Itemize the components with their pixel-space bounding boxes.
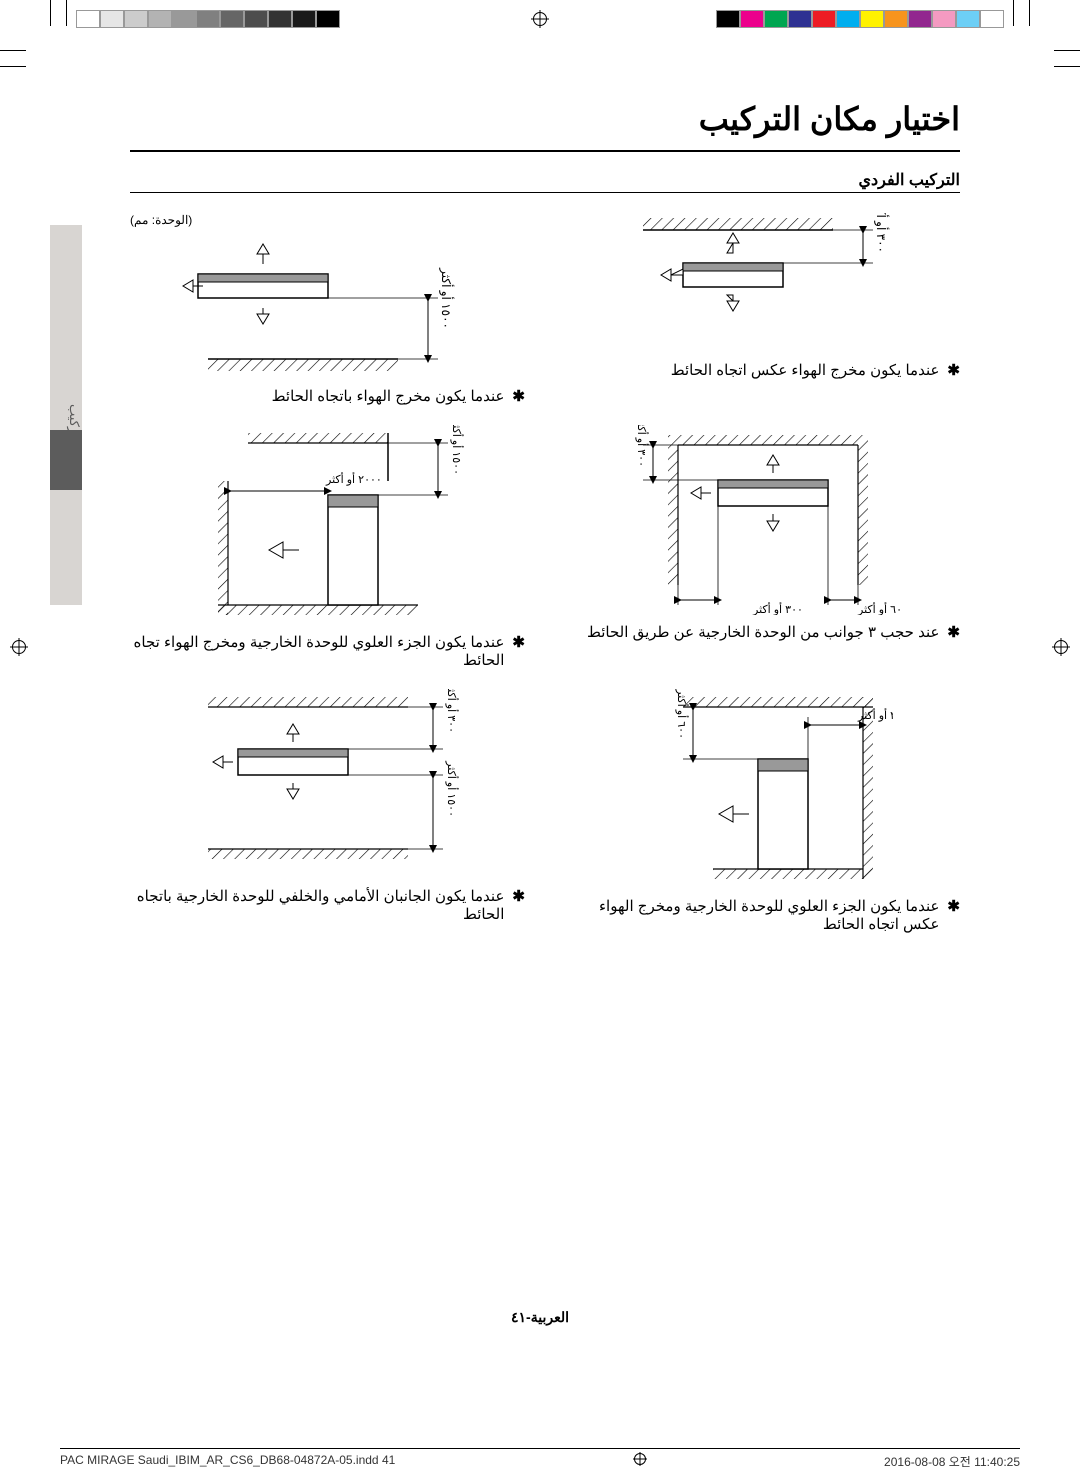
svg-text:٣٠٠ أو أكثر: ٣٠٠ أو أكثر (874, 213, 889, 253)
footer-file: PAC MIRAGE Saudi_IBIM_AR_CS6_DB68-04872A… (60, 1453, 395, 1470)
diagram-caption: ✱ عند حجب ٣ جوانب من الوحدة الخارجية عن … (565, 623, 960, 641)
color-bar (716, 10, 1004, 28)
side-tab: 06 التركيب (50, 225, 82, 605)
registration-mark-icon (634, 1453, 646, 1465)
page-number: العربية-٤١ (511, 1309, 569, 1326)
caption-text: عندما يكون الجزء العلوي للوحدة الخارجية … (130, 633, 504, 669)
svg-text:٣٠٠ أو أكثر: ٣٠٠ أو أكثر (857, 708, 893, 722)
diagram-cell: (الوحدة: مم) ١٥٠٠ أو أكثر (130, 213, 525, 405)
diagram-cell: ١٥٠٠ أو أكثر ٢٠٠٠ أو أكثر ✱ عندما يكون ا… (130, 425, 525, 669)
diagram-caption: ✱ عندما يكون الجانبان الأمامي والخلفي لل… (130, 887, 525, 923)
svg-text:٦٠٠ أو أكثر: ٦٠٠ أو أكثر (857, 602, 903, 615)
diagram-d4: ١٥٠٠ أو أكثر ٢٠٠٠ أو أكثر (178, 425, 478, 625)
caption-text: عندما يكون مخرج الهواء عكس اتجاه الحائط (671, 361, 940, 379)
footer-timestamp: 2016-08-08 오전 11:40:25 (884, 1453, 1020, 1470)
diagram-grid: ٣٠٠ أو أكثر ✱ عندما يكون مخرج الهواء عكس… (130, 213, 960, 933)
caption-text: عندما يكون مخرج الهواء باتجاه الحائط (272, 387, 505, 405)
svg-text:٦٠٠ أو أكثر: ٦٠٠ أو أكثر (675, 689, 689, 739)
caption-text: عند حجب ٣ جوانب من الوحدة الخارجية عن طر… (587, 623, 939, 641)
diagram-cell: ٣٠٠ أو أكثر ٦٠٠ أو أكثر ٣٠٠ أو أكثر ✱ عن… (565, 425, 960, 669)
diagram-cell: ٣٠٠ أو أكثر ✱ عندما يكون مخرج الهواء عكس… (565, 213, 960, 405)
svg-text:١٥٠٠ أو أكثر: ١٥٠٠ أو أكثر (439, 267, 454, 329)
registration-mark-icon (12, 640, 26, 654)
crop-mark (66, 0, 67, 26)
svg-text:٣٠٠ أو أكثر: ٣٠٠ أو أكثر (445, 689, 459, 733)
page-title: اختيار مكان التركيب (130, 100, 960, 152)
crop-mark (0, 50, 26, 51)
print-marks (0, 0, 1080, 40)
diagram-d1: ٣٠٠ أو أكثر (633, 213, 893, 353)
svg-text:٢٠٠٠ أو أكثر: ٢٠٠٠ أو أكثر (325, 472, 382, 486)
registration-mark-icon (533, 12, 547, 26)
asterisk-icon: ✱ (512, 387, 525, 405)
print-footer: PAC MIRAGE Saudi_IBIM_AR_CS6_DB68-04872A… (60, 1448, 1020, 1470)
crop-mark (1054, 66, 1080, 67)
crop-mark (1054, 50, 1080, 51)
side-tab-dark (50, 430, 82, 490)
diagram-d2: ١٥٠٠ أو أكثر (178, 229, 478, 379)
asterisk-icon: ✱ (512, 887, 525, 923)
asterisk-icon: ✱ (512, 633, 525, 669)
page-content: اختيار مكان التركيب التركيب الفردي (130, 100, 960, 1356)
section-subtitle: التركيب الفردي (130, 170, 960, 193)
diagram-caption: ✱ عندما يكون مخرج الهواء باتجاه الحائط (130, 387, 525, 405)
diagram-d5: ٦٠٠ أو أكثر ٣٠٠ أو أكثر (633, 689, 893, 889)
diagram-d6: ٣٠٠ أو أكثر ١٥٠٠ أو أكثر (178, 689, 478, 879)
crop-mark (1013, 0, 1014, 26)
svg-text:٣٠٠ أو أكثر: ٣٠٠ أو أكثر (752, 602, 803, 615)
asterisk-icon: ✱ (947, 361, 960, 379)
asterisk-icon: ✱ (947, 623, 960, 641)
svg-text:١٥٠٠ أو أكثر: ١٥٠٠ أو أكثر (445, 760, 459, 817)
diagram-caption: ✱ عندما يكون مخرج الهواء عكس اتجاه الحائ… (565, 361, 960, 379)
caption-text: عندما يكون الجزء العلوي للوحدة الخارجية … (565, 897, 939, 933)
crop-mark (50, 0, 51, 26)
diagram-d3: ٣٠٠ أو أكثر ٦٠٠ أو أكثر ٣٠٠ أو أكثر (623, 425, 903, 615)
crop-mark (0, 66, 26, 67)
registration-mark-icon (1054, 640, 1068, 654)
svg-text:٣٠٠ أو أكثر: ٣٠٠ أو أكثر (635, 425, 649, 467)
unit-note: (الوحدة: مم) (130, 213, 525, 227)
diagram-caption: ✱ عندما يكون الجزء العلوي للوحدة الخارجي… (565, 897, 960, 933)
svg-text:١٥٠٠ أو أكثر: ١٥٠٠ أو أكثر (450, 425, 464, 475)
crop-mark (1029, 0, 1030, 26)
asterisk-icon: ✱ (947, 897, 960, 933)
diagram-caption: ✱ عندما يكون الجزء العلوي للوحدة الخارجي… (130, 633, 525, 669)
diagram-cell: ٦٠٠ أو أكثر ٣٠٠ أو أكثر ✱ عندما يكون الج… (565, 689, 960, 933)
diagram-cell: ٣٠٠ أو أكثر ١٥٠٠ أو أكثر ✱ عندما يكون ال… (130, 689, 525, 933)
caption-text: عندما يكون الجانبان الأمامي والخلفي للوح… (130, 887, 504, 923)
grayscale-bar (76, 10, 340, 28)
